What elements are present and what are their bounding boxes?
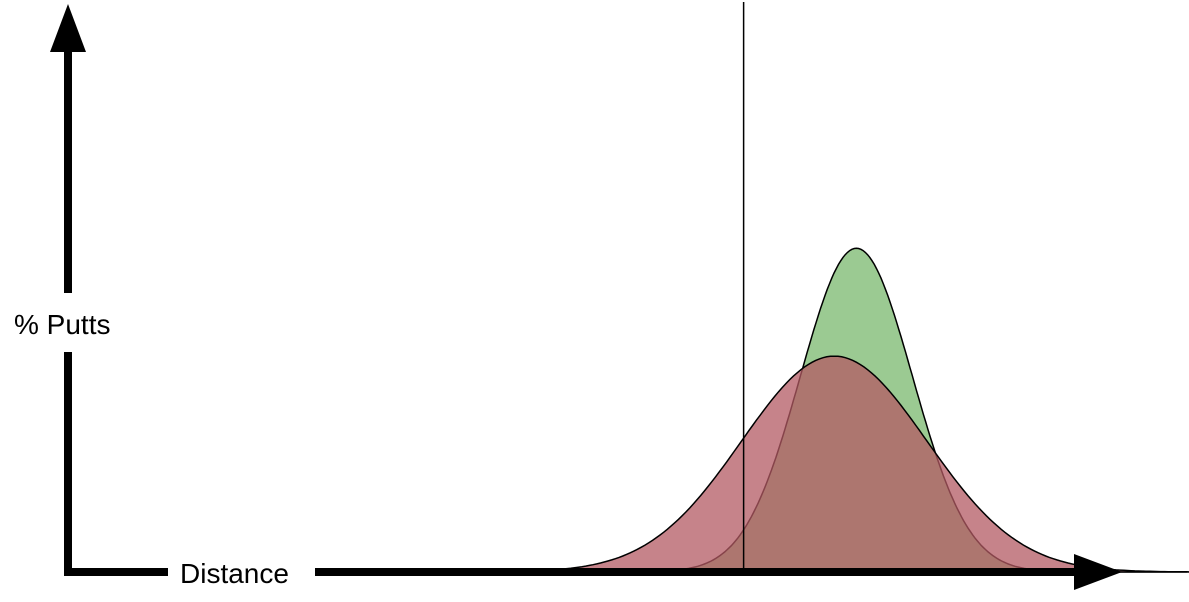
- x-axis-label: Distance: [180, 558, 289, 589]
- distribution-area-2: [462, 355, 1189, 573]
- series-layer: [462, 247, 1189, 573]
- y-axis-arrow-icon: [50, 4, 86, 52]
- x-axis-arrow-icon: [1074, 554, 1122, 590]
- y-axis-label: % Putts: [14, 309, 110, 340]
